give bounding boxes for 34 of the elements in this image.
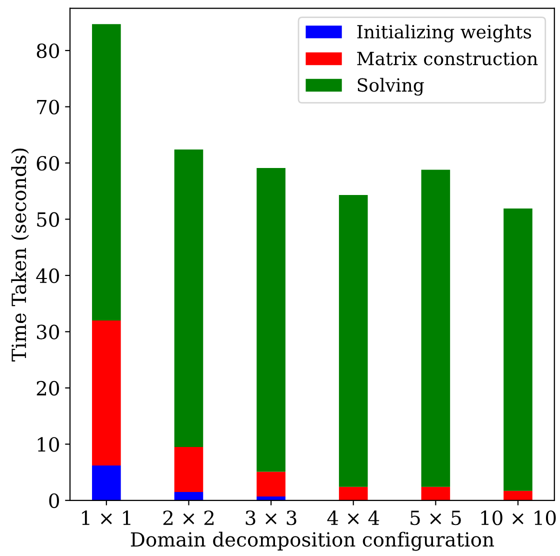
bar — [174, 149, 204, 447]
x-tick-label: 4 × 4 — [327, 510, 380, 525]
bar — [338, 486, 368, 500]
x-tick-label: 5 × 5 — [410, 510, 461, 526]
y-tick-label: 30 — [37, 324, 59, 340]
y-tick-label: 80 — [36, 43, 59, 58]
y-tick-label: 0 — [49, 493, 59, 508]
bar — [421, 170, 450, 487]
bar — [504, 490, 532, 500]
bar — [92, 24, 121, 320]
bar — [338, 195, 368, 487]
bar — [92, 466, 121, 500]
y-tick-label: 10 — [38, 437, 59, 452]
bar — [504, 208, 532, 491]
bar — [421, 486, 450, 500]
y-tick-label: 20 — [36, 380, 59, 396]
bar — [256, 472, 286, 496]
legend-label: Solving — [358, 78, 424, 96]
legend-label: Initializing weights — [357, 24, 532, 42]
x-axis-title: Domain decomposition configuration — [130, 532, 494, 551]
y-tick-label: 60 — [36, 156, 59, 171]
y-tick-label: 50 — [37, 212, 59, 227]
legend-label: Matrix construction — [357, 52, 538, 66]
bar — [174, 492, 204, 500]
y-tick-label: 70 — [37, 100, 59, 114]
bar — [174, 446, 204, 492]
y-tick-label: 40 — [36, 268, 59, 284]
bar — [92, 320, 121, 466]
x-tick-label: 1 × 1 — [82, 510, 130, 525]
x-tick-label: 3 × 3 — [246, 510, 296, 526]
x-tick-label: 2 × 2 — [163, 510, 214, 525]
x-tick-label: 10 × 10 — [481, 510, 556, 526]
bar — [256, 168, 286, 472]
y-axis-title: Time Taken (seconds) — [11, 148, 29, 362]
